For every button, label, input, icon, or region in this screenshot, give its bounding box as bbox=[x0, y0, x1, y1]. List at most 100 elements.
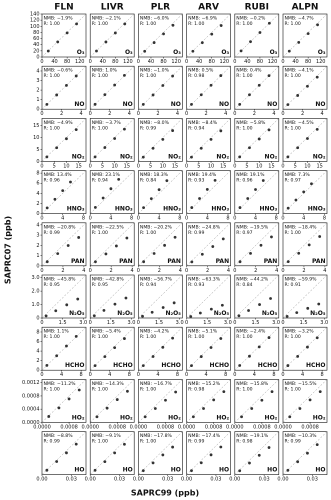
y-tick-label: 140 bbox=[30, 12, 40, 18]
species-label: HO₂ bbox=[313, 414, 326, 421]
x-tick-label: 0 bbox=[40, 372, 43, 378]
data-point bbox=[171, 445, 175, 449]
data-point bbox=[115, 398, 119, 401]
y-tick-label: 4 bbox=[36, 191, 39, 197]
data-point bbox=[92, 314, 96, 318]
data-point bbox=[124, 296, 128, 300]
x-tick-label: 40 bbox=[100, 59, 106, 65]
species-label: N₂O₅ bbox=[262, 310, 278, 317]
panel-frame bbox=[282, 326, 328, 371]
panel-frame bbox=[282, 431, 328, 475]
species-label: NO bbox=[74, 101, 84, 108]
panel-frame bbox=[234, 326, 280, 371]
x-tick-label: 10 bbox=[111, 163, 117, 169]
panel-frame bbox=[89, 118, 135, 162]
r-label: R: 1.00 bbox=[285, 334, 301, 340]
panel-frame bbox=[89, 222, 135, 267]
nmb-label: NMB: −14.3% bbox=[92, 381, 125, 387]
species-label: HO₂ bbox=[265, 414, 278, 421]
data-point bbox=[306, 345, 309, 349]
y-tick-label: 0.0004 bbox=[22, 407, 40, 413]
data-point bbox=[143, 49, 147, 53]
nmb-label: NMB: −5.4% bbox=[92, 329, 122, 335]
r-label: R: 0.93 bbox=[188, 282, 204, 288]
data-point bbox=[209, 346, 213, 349]
y-tick-label: 3 bbox=[36, 78, 39, 84]
data-point bbox=[149, 197, 153, 201]
panel-frame bbox=[234, 431, 280, 475]
x-tick-label: 8 bbox=[130, 216, 133, 222]
data-point bbox=[161, 345, 165, 349]
data-point bbox=[56, 40, 60, 44]
panel-frame bbox=[186, 274, 231, 319]
y-tick-label: 40 bbox=[33, 42, 39, 48]
x-tick-label: 80 bbox=[257, 59, 263, 65]
panel-frame bbox=[186, 379, 231, 423]
data-point bbox=[141, 103, 145, 106]
data-point bbox=[65, 303, 69, 307]
data-point bbox=[104, 252, 108, 256]
column-header: FLN bbox=[54, 3, 73, 13]
panel-frame bbox=[138, 170, 183, 214]
y-tick-label: 10 bbox=[33, 135, 39, 141]
data-point bbox=[117, 177, 121, 181]
r-label: R: 1.00 bbox=[285, 125, 301, 131]
data-point bbox=[190, 260, 194, 264]
x-tick-label: 3.0 bbox=[127, 320, 135, 326]
nmb-label: NMB: −18.4% bbox=[285, 224, 318, 230]
x-tick-label: 0 bbox=[40, 320, 43, 326]
data-point bbox=[161, 453, 165, 457]
species-label: N₂O₅ bbox=[310, 310, 326, 317]
data-point bbox=[209, 83, 213, 87]
y-tick-label: 120 bbox=[30, 18, 40, 24]
data-point bbox=[317, 302, 321, 306]
nmb-label: NMB: −4.9% bbox=[44, 120, 74, 126]
nmb-label: NMB: −20.2% bbox=[140, 224, 173, 230]
r-label: R: 0.99 bbox=[285, 439, 301, 445]
nmb-label: NMB: −20.8% bbox=[44, 224, 77, 230]
x-tick-label: 4 bbox=[302, 216, 305, 222]
y-tick-label: 0.0012 bbox=[22, 380, 40, 386]
x-tick-label: 0 bbox=[233, 320, 236, 326]
data-point bbox=[76, 297, 80, 301]
x-tick-label: 0 bbox=[185, 268, 188, 274]
x-tick-label: 0 bbox=[185, 111, 188, 117]
data-point bbox=[257, 137, 261, 141]
data-point bbox=[220, 303, 224, 307]
r-label: R: 0.95 bbox=[92, 282, 108, 288]
x-tick-label: 2 bbox=[302, 268, 305, 274]
y-tick-label: 1.0 bbox=[32, 302, 40, 308]
panel-frame bbox=[138, 431, 183, 475]
data-point bbox=[199, 461, 203, 465]
nmb-label: NMB: 23.1% bbox=[92, 172, 121, 178]
nmb-label: NMB: −42.8% bbox=[92, 277, 125, 283]
x-tick-label: 8 bbox=[321, 372, 324, 378]
y-tick-label: 0.0000 bbox=[22, 420, 40, 426]
data-point bbox=[65, 344, 68, 348]
r-label: R: 1.00 bbox=[92, 125, 108, 131]
species-label: NO₂ bbox=[168, 153, 181, 160]
nmb-label: NMB: −5.1% bbox=[188, 329, 218, 335]
data-point bbox=[219, 74, 223, 77]
x-tick-label: 1.5 bbox=[155, 320, 163, 326]
panel-frame bbox=[41, 13, 87, 58]
panel-frame bbox=[89, 274, 135, 319]
x-tick-label: 80 bbox=[64, 59, 70, 65]
panel-frame bbox=[138, 326, 183, 371]
nmb-label: NMB: −10.3% bbox=[285, 433, 318, 439]
data-point bbox=[286, 468, 290, 472]
x-tick-label: 0 bbox=[89, 320, 92, 326]
x-tick-label: 8 bbox=[224, 372, 227, 378]
data-point bbox=[257, 345, 261, 349]
y-tick-label: 1 bbox=[36, 97, 39, 103]
r-label: R: 0.98 bbox=[188, 386, 204, 392]
data-point bbox=[45, 468, 49, 472]
nmb-label: NMB: −4.7% bbox=[285, 16, 315, 22]
panel-frame bbox=[282, 274, 328, 319]
x-tick-label: 0.03 bbox=[162, 477, 173, 483]
data-point bbox=[267, 21, 271, 25]
x-tick-label: 0.0008 bbox=[253, 424, 271, 430]
column-header: ALPN bbox=[292, 3, 319, 13]
r-label: R: 1.00 bbox=[236, 386, 252, 392]
data-point bbox=[191, 415, 195, 419]
